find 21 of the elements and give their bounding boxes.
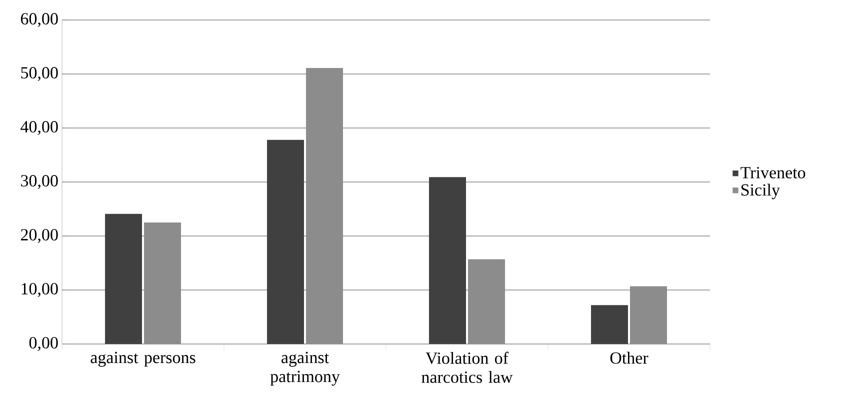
- x-tick-label: against patrimony: [270, 352, 340, 386]
- x-tick-label: against persons: [90, 352, 196, 367]
- y-tick-label: 10,00: [22, 283, 58, 297]
- y-tick-label: 60,00: [20, 13, 58, 27]
- bar: [105, 214, 142, 344]
- bar: [591, 305, 628, 344]
- legend-label: Sicily: [741, 184, 780, 200]
- y-tick-label: 40,00: [20, 121, 58, 135]
- bar: [630, 286, 667, 344]
- y-tick-label: 30,00: [21, 175, 58, 189]
- bar: [144, 222, 182, 344]
- y-tick-label: 50,00: [21, 67, 58, 81]
- bar: [468, 259, 505, 344]
- x-tick-label: Violation of narcotics law: [422, 352, 513, 383]
- bar: [306, 68, 343, 344]
- bar: [429, 177, 466, 344]
- x-tick-label: Other: [610, 352, 648, 364]
- y-tick-label: 0,00: [29, 337, 58, 351]
- y-tick-label: 20,00: [20, 229, 58, 243]
- bar: [267, 140, 304, 344]
- legend-label: Triveneto: [740, 166, 806, 178]
